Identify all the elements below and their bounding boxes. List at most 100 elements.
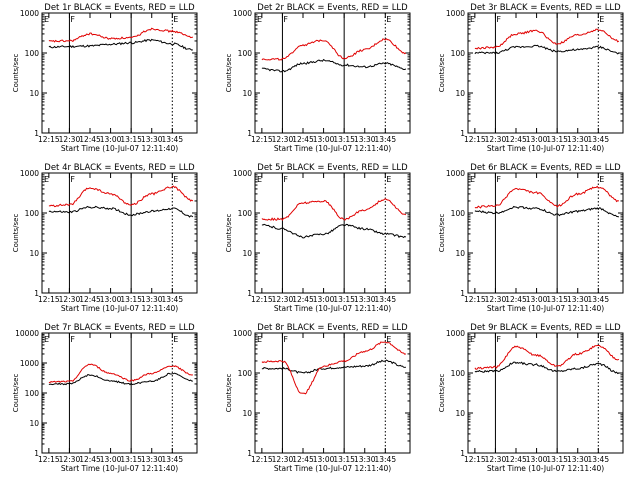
y-tick-label: 1000 (233, 169, 252, 178)
x-tick-label: 12:30 (59, 135, 81, 144)
marker-label: E (44, 335, 49, 344)
y-tick-label: 10000 (15, 329, 39, 338)
x-tick-label: 13:30 (354, 455, 376, 464)
series-line-lld (474, 28, 620, 50)
y-tick-label: 1 (34, 129, 39, 138)
marker-label: E (44, 15, 49, 24)
chart-title: Det 3r BLACK = Events, RED = LLD (470, 3, 621, 13)
y-tick-label: 100 (25, 209, 40, 218)
y-axis-label: Counts/sec (438, 214, 446, 253)
x-tick-label: 12:45 (292, 295, 314, 304)
plot-frame (254, 172, 411, 294)
x-tick-label: 13:00 (526, 455, 548, 464)
x-tick-label: 13:45 (161, 135, 183, 144)
marker-label: E (599, 335, 604, 344)
x-axis-label: Start Time (10-Jul-07 12:11:40) (274, 144, 391, 153)
plot-frame (467, 332, 624, 454)
x-tick-label: 12:30 (485, 135, 507, 144)
y-tick-label: 10 (242, 409, 252, 418)
x-tick-label: 12:15 (38, 295, 60, 304)
series-line-events (474, 44, 620, 55)
marker-label: F (70, 15, 75, 24)
y-tick-label: 1000 (233, 329, 252, 338)
x-tick-label: 13:00 (100, 455, 122, 464)
x-tick-label: 13:45 (374, 295, 396, 304)
y-tick-label: 100 (238, 369, 253, 378)
x-tick-label: 12:45 (79, 455, 101, 464)
series-line-events (261, 359, 406, 374)
y-tick-label: 10 (29, 419, 39, 428)
x-tick-label: 12:30 (272, 455, 294, 464)
y-tick-label: 10 (455, 249, 465, 258)
marker-label: E (470, 175, 475, 184)
chart-panel-4: Det 4r BLACK = Events, RED = LLD 1 10 100 10… (12, 163, 198, 313)
x-tick-label: 13:00 (313, 455, 335, 464)
chart-title: Det 6r BLACK = Events, RED = LLD (470, 163, 621, 173)
y-tick-label: 100 (25, 389, 40, 398)
y-tick-label: 1000 (20, 169, 39, 178)
chart-title: Det 2r BLACK = Events, RED = LLD (257, 3, 408, 13)
y-axis-label: Counts/sec (438, 374, 446, 413)
y-tick-label: 1 (34, 449, 39, 458)
y-tick-label: 100 (451, 369, 466, 378)
chart-title: Det 4r BLACK = Events, RED = LLD (44, 163, 195, 173)
x-tick-label: 12:30 (485, 455, 507, 464)
x-axis-label: Start Time (10-Jul-07 12:11:40) (274, 464, 391, 473)
x-axis-label: Start Time (10-Jul-07 12:11:40) (487, 144, 604, 153)
x-tick-label: 13:15 (120, 295, 142, 304)
chart-title: Det 9r BLACK = Events, RED = LLD (470, 323, 621, 333)
plot-frame (41, 332, 198, 454)
y-tick-label: 100 (25, 49, 40, 58)
x-tick-label: 13:00 (526, 135, 548, 144)
plot-frame (254, 12, 411, 134)
x-tick-label: 12:45 (79, 135, 101, 144)
x-tick-label: 12:15 (251, 135, 273, 144)
x-tick-label: 12:45 (292, 135, 314, 144)
marker-label: F (496, 175, 501, 184)
chart-title: Det 7r BLACK = Events, RED = LLD (44, 323, 195, 333)
marker-label: E (386, 175, 391, 184)
x-tick-label: 13:45 (161, 455, 183, 464)
y-axis-label: Counts/sec (225, 54, 233, 93)
chart-panel-6: Det 6r BLACK = Events, RED = LLD 1 10 100 10… (438, 163, 624, 313)
chart-title: Det 5r BLACK = Events, RED = LLD (257, 163, 408, 173)
marker-label: F (496, 15, 501, 24)
y-axis-label: Counts/sec (12, 374, 20, 413)
series-line-events (48, 372, 193, 386)
series-line-events (261, 58, 407, 73)
series-line-events (261, 223, 407, 239)
y-tick-label: 100 (238, 209, 253, 218)
x-tick-label: 13:00 (313, 135, 335, 144)
marker-label: E (257, 335, 262, 344)
y-tick-label: 1 (460, 449, 465, 458)
y-tick-label: 1000 (20, 9, 39, 18)
y-tick-label: 10 (455, 89, 465, 98)
marker-label: F (70, 335, 75, 344)
marker-label: E (173, 175, 178, 184)
y-tick-label: 100 (451, 209, 466, 218)
series-line-lld (48, 185, 194, 208)
x-tick-label: 12:30 (59, 455, 81, 464)
x-tick-label: 13:15 (120, 135, 142, 144)
x-tick-label: 12:45 (79, 295, 101, 304)
chart-title: Det 1r BLACK = Events, RED = LLD (44, 3, 195, 13)
plot-frame (467, 172, 624, 294)
y-tick-label: 10 (242, 89, 252, 98)
y-axis-label: Counts/sec (438, 54, 446, 93)
x-tick-label: 12:15 (464, 295, 486, 304)
y-tick-label: 1000 (446, 9, 465, 18)
series-line-events (48, 38, 194, 51)
x-tick-label: 13:30 (354, 135, 376, 144)
chart-panel-2: Det 2r BLACK = Events, RED = LLD 1 10 100 10… (225, 3, 411, 153)
y-tick-label: 10 (29, 249, 39, 258)
y-tick-label: 100 (238, 49, 253, 58)
x-tick-label: 13:45 (587, 295, 609, 304)
x-tick-label: 12:30 (272, 295, 294, 304)
x-tick-label: 12:15 (251, 295, 273, 304)
x-tick-label: 13:45 (374, 135, 396, 144)
marker-label: E (599, 175, 604, 184)
series-line-lld (48, 27, 194, 43)
x-tick-label: 13:00 (313, 295, 335, 304)
series-line-lld (48, 363, 193, 384)
